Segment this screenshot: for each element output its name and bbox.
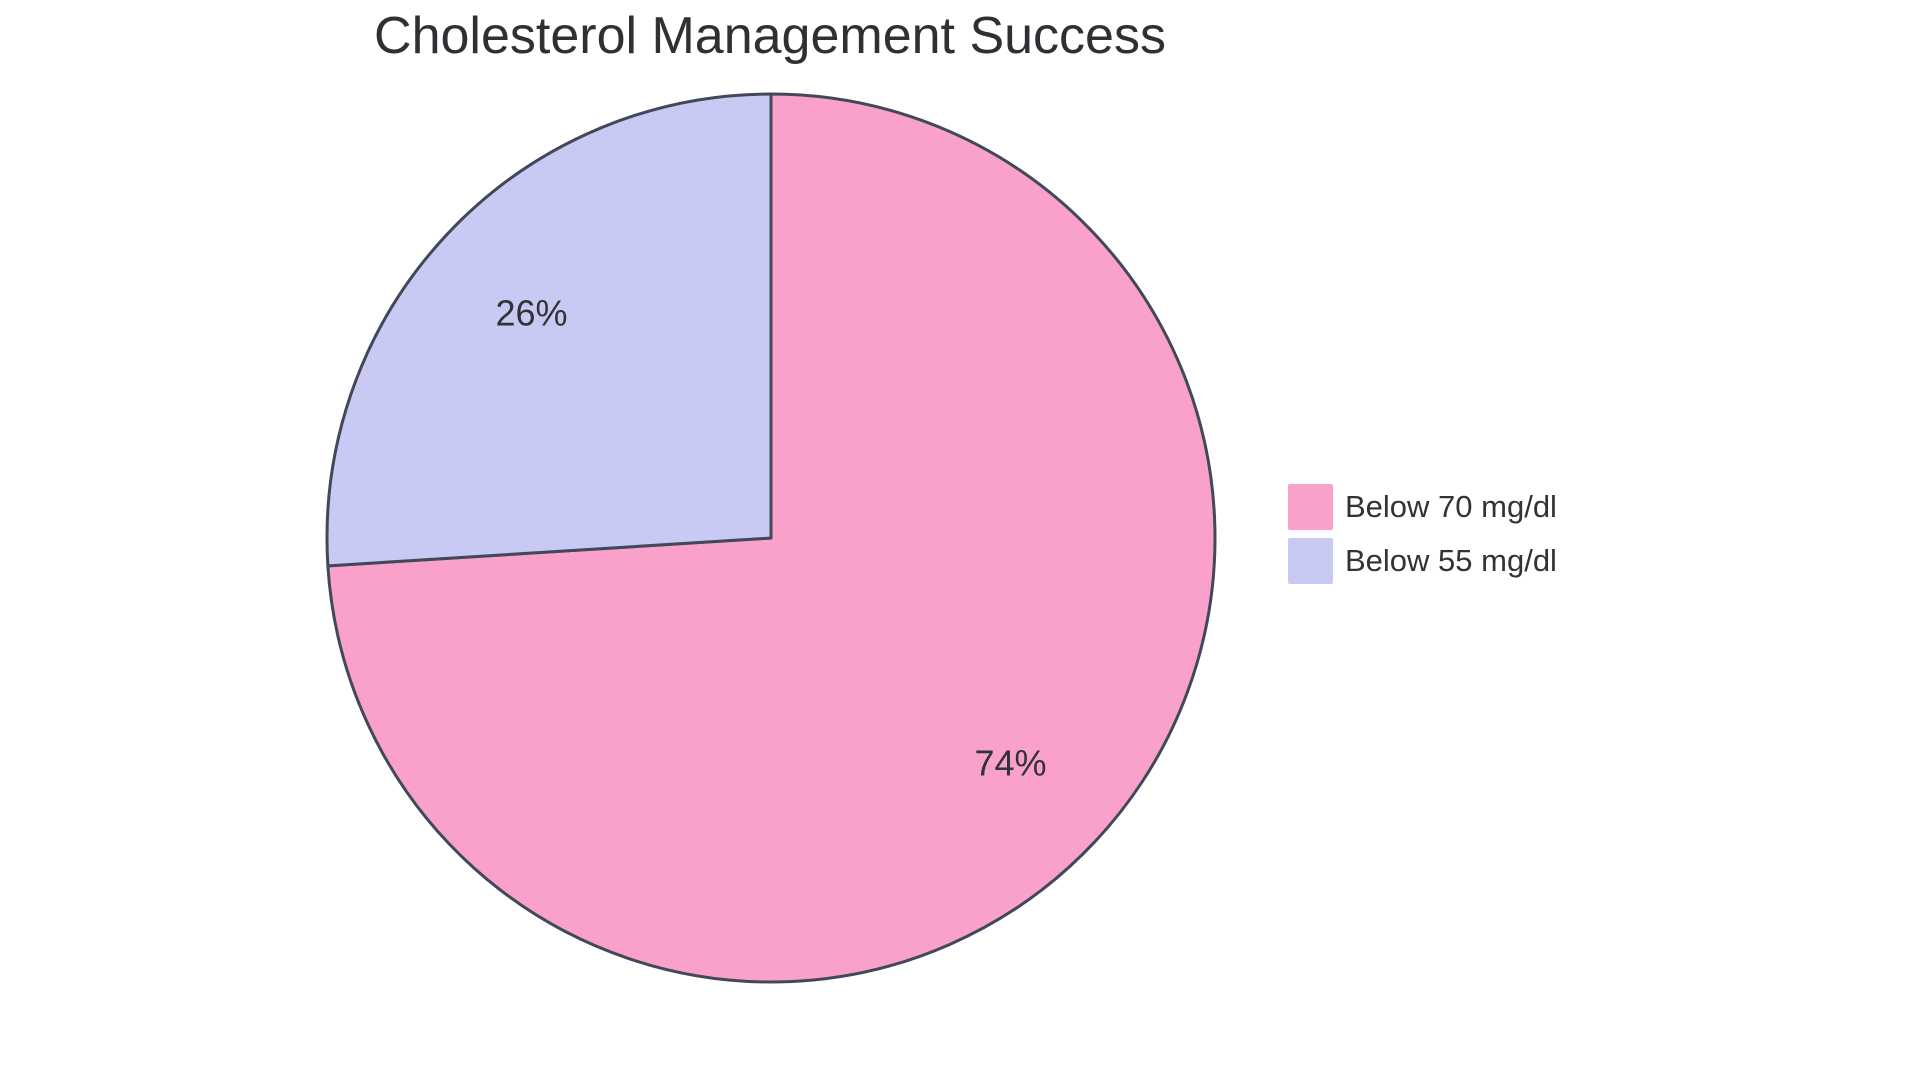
- legend-swatch-below-55: [1288, 538, 1333, 584]
- pie-slice-below-55-mg-dl[interactable]: [325, 92, 773, 568]
- chart-title: Cholesterol Management Success: [374, 7, 1166, 65]
- legend-item-below-70[interactable]: Below 70 mg/dl: [1288, 484, 1557, 530]
- legend-swatch-below-70: [1288, 484, 1333, 530]
- legend-label-below-70: Below 70 mg/dl: [1345, 489, 1557, 524]
- slice-percent-label: 74%: [974, 743, 1046, 784]
- legend: Below 70 mg/dl Below 55 mg/dl: [1288, 484, 1557, 592]
- legend-item-below-55[interactable]: Below 55 mg/dl: [1288, 538, 1557, 584]
- slice-percent-label: 26%: [495, 293, 567, 334]
- legend-label-below-55: Below 55 mg/dl: [1345, 543, 1557, 578]
